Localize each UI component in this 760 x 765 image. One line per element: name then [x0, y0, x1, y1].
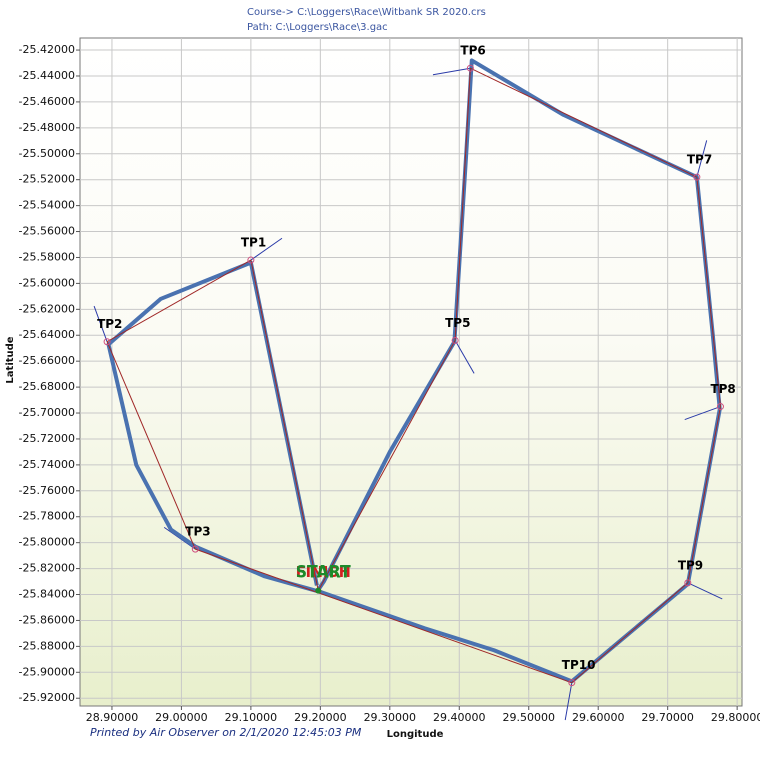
start-point — [315, 587, 322, 594]
x-tick-label: 29.50000 — [502, 711, 555, 724]
turnpoint-label: TP6 — [460, 44, 485, 58]
chart-subtitle: Path: C:\Loggers\Race\3.gac — [247, 22, 388, 33]
turnpoint — [568, 679, 576, 687]
turnpoint — [466, 64, 474, 72]
y-tick-label: -25.56000 — [19, 225, 75, 238]
y-tick-label: -25.80000 — [19, 536, 75, 549]
series-line — [106, 67, 721, 684]
y-tick-label: -25.86000 — [19, 613, 75, 626]
y-tick-label: -25.58000 — [19, 250, 75, 263]
y-tick-label: -25.42000 — [19, 43, 75, 56]
sector-line — [454, 340, 475, 374]
sector-line — [564, 682, 573, 721]
turnpoint-label: TP2 — [97, 317, 122, 331]
y-tick-label: -25.48000 — [19, 121, 75, 134]
x-tick-label: 29.70000 — [641, 711, 694, 724]
finish-label: FINISH — [296, 563, 351, 581]
y-tick-label: -25.70000 — [19, 406, 75, 419]
x-tick-label: 29.20000 — [294, 711, 347, 724]
turnpoint — [103, 338, 111, 346]
start-label: START — [296, 563, 351, 583]
y-axis-label: Latitude — [5, 336, 16, 383]
turnpoint — [247, 256, 255, 264]
turnpoint-label: TP10 — [562, 658, 596, 672]
turnpoint — [451, 336, 459, 344]
y-tick-label: -25.52000 — [19, 173, 75, 186]
x-tick-label: 29.40000 — [433, 711, 486, 724]
plot-area — [79, 37, 743, 707]
chart-title: Course-> C:\Loggers\Race\Witbank SR 2020… — [247, 7, 486, 18]
x-tick-label: 29.30000 — [364, 711, 417, 724]
y-tick-label: -25.90000 — [19, 665, 75, 678]
turnpoint-label: TP9 — [678, 558, 703, 572]
y-tick-label: -25.68000 — [19, 380, 75, 393]
sector-line — [250, 237, 283, 261]
y-tick-label: -25.44000 — [19, 69, 75, 82]
y-tick-label: -25.72000 — [19, 432, 75, 445]
turnpoint — [191, 545, 199, 553]
sector-line — [432, 67, 471, 76]
y-tick-label: -25.82000 — [19, 562, 75, 575]
y-tick-label: -25.64000 — [19, 328, 75, 341]
sector-line — [687, 582, 723, 600]
footnote: Printed by Air Observer on 2/1/2020 12:4… — [90, 726, 362, 739]
y-tick-label: -25.50000 — [19, 147, 75, 160]
y-tick-label: -25.46000 — [19, 95, 75, 108]
y-tick-label: -25.66000 — [19, 354, 75, 367]
y-tick-label: -25.92000 — [19, 691, 75, 704]
y-tick-label: -25.84000 — [19, 588, 75, 601]
y-tick-label: -25.76000 — [19, 484, 75, 497]
turnpoint-label: TP3 — [185, 525, 210, 539]
turnpoint — [693, 173, 701, 181]
y-tick-label: -25.88000 — [19, 639, 75, 652]
y-tick-label: -25.74000 — [19, 458, 75, 471]
x-tick-label: 28.90000 — [86, 711, 139, 724]
y-tick-label: -25.78000 — [19, 510, 75, 523]
turnpoint — [716, 403, 724, 411]
turnpoint-label: TP7 — [687, 153, 712, 167]
y-tick-label: -25.60000 — [19, 276, 75, 289]
turnpoint-label: TP8 — [710, 382, 735, 396]
sector-line — [93, 305, 108, 342]
x-tick-label: 29.60000 — [572, 711, 625, 724]
sector-line — [684, 406, 721, 421]
x-tick-label: 29.80000 — [711, 711, 760, 724]
turnpoint-label: TP5 — [445, 316, 470, 330]
x-axis-label: Longitude — [387, 729, 444, 740]
sector-line — [696, 140, 708, 178]
turnpoint — [684, 579, 692, 587]
x-tick-label: 29.00000 — [155, 711, 208, 724]
y-tick-label: -25.54000 — [19, 199, 75, 212]
turnpoint-label: TP1 — [241, 236, 266, 250]
y-tick-label: -25.62000 — [19, 302, 75, 315]
x-tick-label: 29.10000 — [225, 711, 278, 724]
sector-line — [163, 526, 196, 550]
